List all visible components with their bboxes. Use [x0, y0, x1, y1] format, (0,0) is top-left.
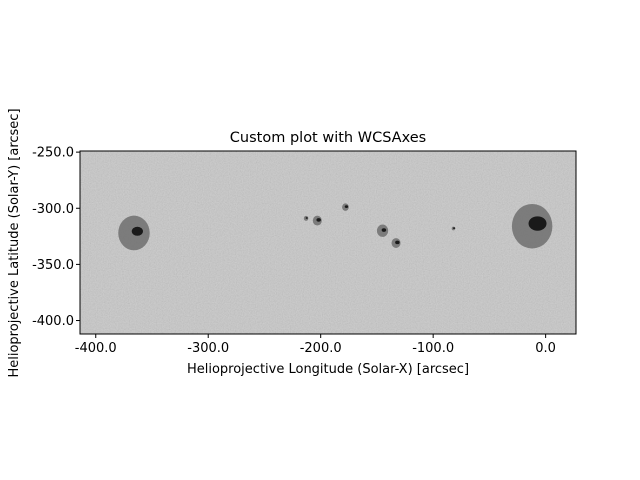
- sunspot-layer: [118, 203, 553, 251]
- axes-frame: [79, 150, 577, 335]
- sunspot-umbra: [528, 216, 547, 231]
- sunspot-umbra: [452, 227, 456, 230]
- y-tick-label: -250.0: [32, 146, 74, 161]
- plot-area: [79, 150, 577, 335]
- sunspot: [312, 215, 322, 226]
- sunspot-umbra: [395, 240, 400, 245]
- image-noise-texture: [80, 151, 576, 334]
- sunspot: [451, 226, 456, 231]
- x-tick-label: 0.0: [535, 341, 556, 356]
- x-tick-label: -400.0: [75, 341, 117, 356]
- sunspot-umbra: [316, 218, 321, 222]
- x-tick-label: -100.0: [412, 341, 454, 356]
- sunspot: [342, 203, 349, 211]
- sunspot-umbra: [305, 217, 308, 219]
- y-axis: -250.0 -300.0 -350.0 -400.0: [32, 146, 80, 329]
- sunspot-umbra: [381, 228, 387, 232]
- sunspot-umbra: [344, 205, 349, 208]
- y-tick-label: -400.0: [32, 314, 74, 329]
- sunspot: [376, 224, 389, 237]
- y-tick-label: -350.0: [32, 258, 74, 273]
- y-axis-label: Helioprojective Latitude (Solar-Y) [arcs…: [7, 108, 22, 377]
- x-tick-label: -200.0: [300, 341, 342, 356]
- sunspot: [391, 238, 401, 249]
- y-tick-label: -300.0: [32, 202, 74, 217]
- sunspot: [511, 203, 553, 249]
- sunspot: [118, 215, 150, 251]
- x-tick-label: -300.0: [187, 341, 229, 356]
- sunspot: [303, 215, 309, 221]
- x-axis: -400.0 -300.0 -200.0 -100.0 0.0: [75, 334, 556, 356]
- chart-title: Custom plot with WCSAxes: [230, 130, 426, 146]
- sunspot-umbra: [131, 226, 143, 236]
- x-axis-label: Helioprojective Longitude (Solar-X) [arc…: [187, 362, 469, 377]
